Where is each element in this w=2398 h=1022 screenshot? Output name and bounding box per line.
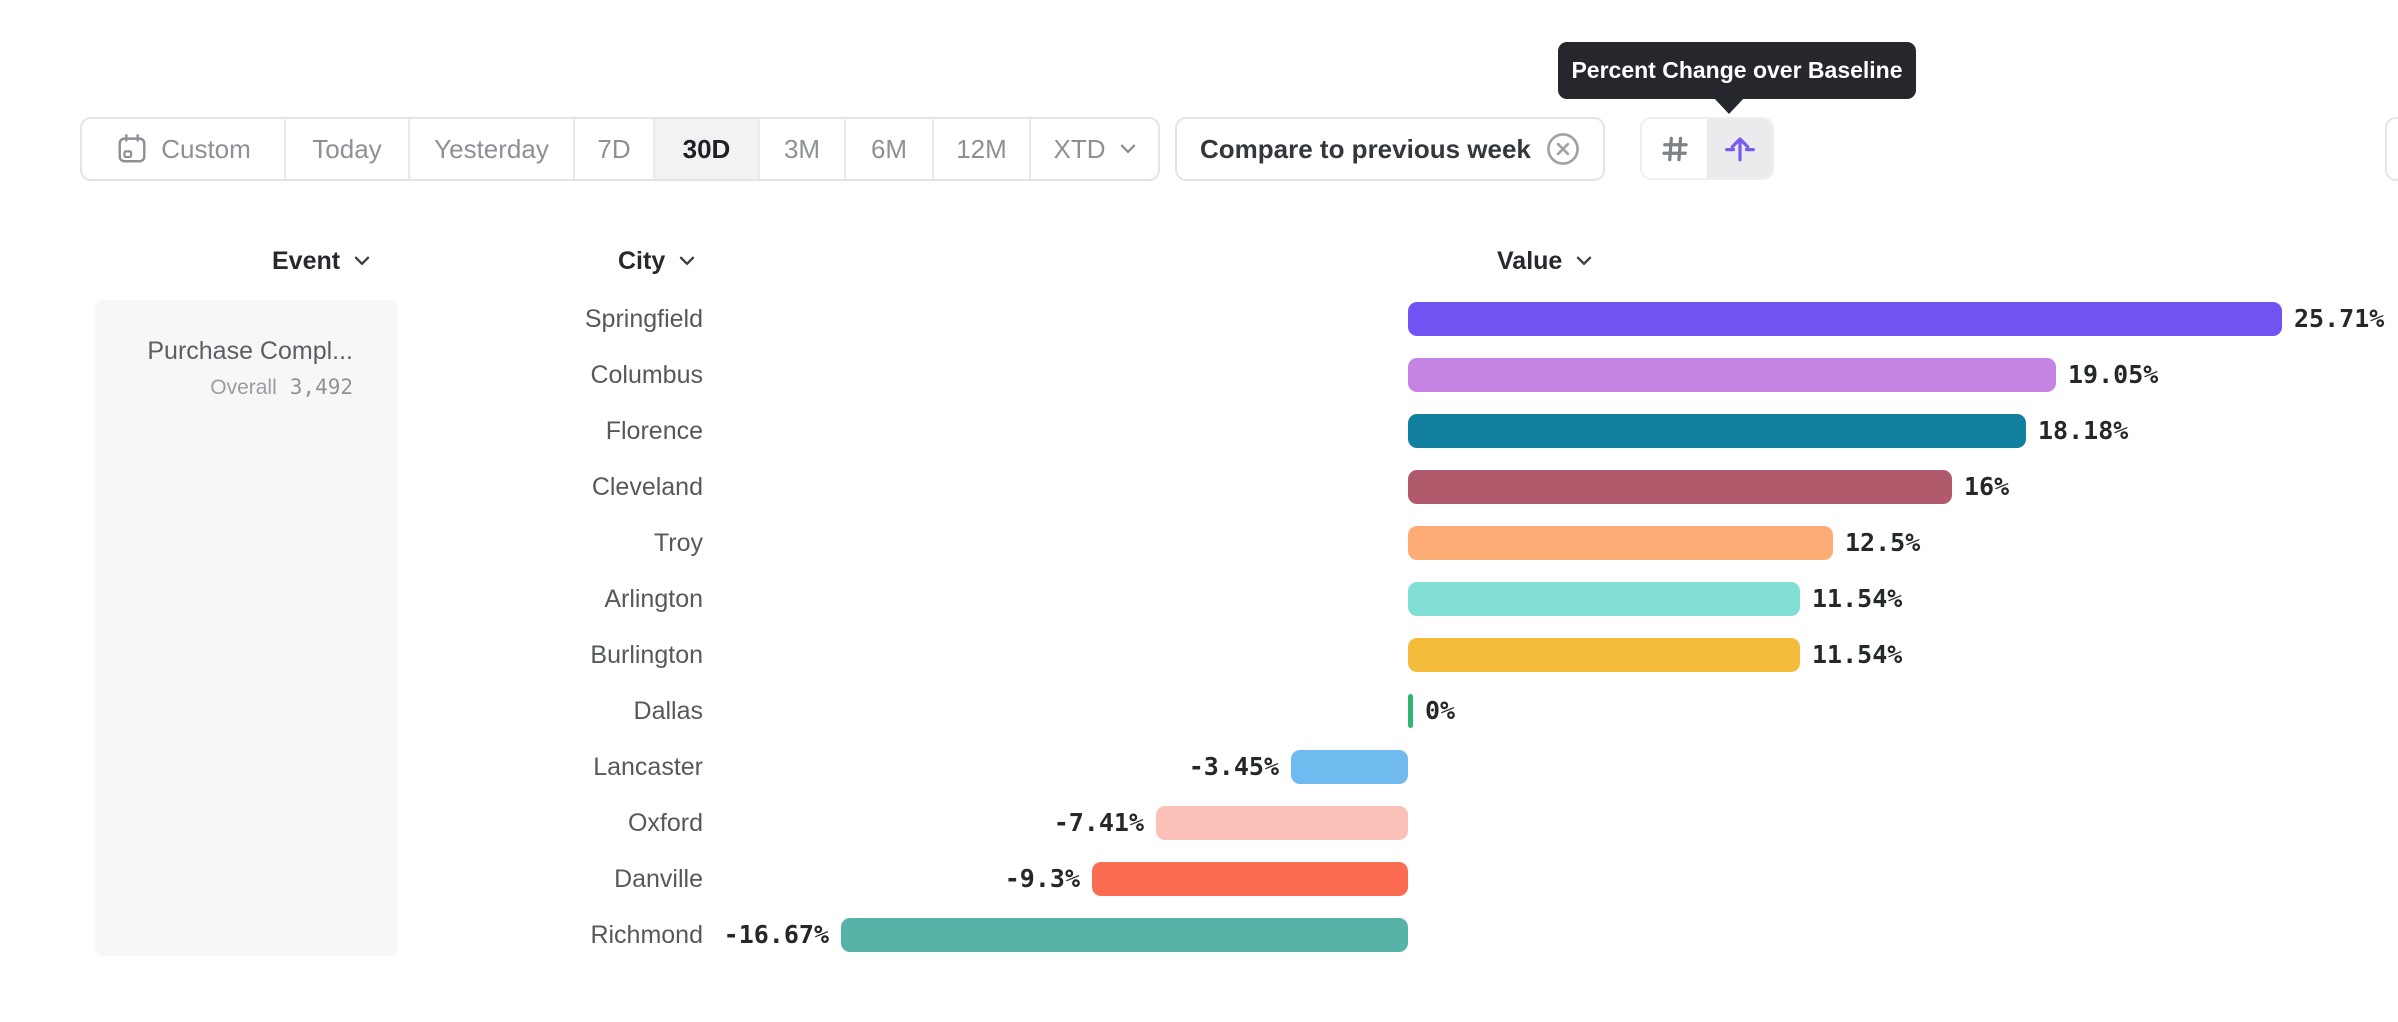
bar-lancaster[interactable]: [1291, 750, 1408, 784]
column-header-event[interactable]: Event: [272, 245, 370, 277]
date-range-label: Yesterday: [434, 133, 549, 164]
city-label: Oxford: [627, 809, 703, 837]
chevron-down-icon: [354, 256, 370, 265]
date-range-12m[interactable]: 12M: [934, 119, 1031, 179]
value-label: -3.45%: [1188, 752, 1279, 781]
percent-change-icon: [1724, 136, 1755, 161]
city-label: Dallas: [633, 697, 703, 725]
percent-change-button[interactable]: [1707, 119, 1772, 178]
date-range-30d[interactable]: 30D: [655, 119, 760, 179]
event-card-title: Purchase Compl...: [147, 337, 353, 365]
value-label: 11.54%: [1812, 584, 1903, 613]
date-range-label: 12M: [956, 133, 1007, 164]
value-label: 25.71%: [2294, 304, 2385, 333]
overall-value: 3,492: [289, 375, 353, 399]
date-range-label: 30D: [682, 133, 731, 164]
value-display-toggle: [1640, 117, 1774, 180]
value-label: 0%: [1425, 696, 1456, 725]
city-label: Florence: [605, 417, 703, 445]
city-label: Burlington: [590, 641, 703, 669]
column-header-city[interactable]: City: [618, 245, 695, 277]
chart-row-dallas: Dallas 0%: [0, 683, 2398, 739]
bar-arlington[interactable]: [1408, 582, 1800, 616]
bar-springfield[interactable]: [1408, 302, 2282, 336]
chevron-down-icon: [1120, 144, 1135, 153]
date-range-label: 6M: [870, 133, 908, 164]
partial-button-right-edge[interactable]: [2385, 117, 2398, 181]
date-range-label: Today: [312, 133, 382, 164]
city-label: Danville: [614, 865, 703, 893]
date-range-xtd[interactable]: XTD: [1031, 119, 1158, 179]
value-label: -16.67%: [723, 920, 829, 949]
value-label: 18.18%: [2038, 416, 2129, 445]
value-label: -9.3%: [1004, 864, 1080, 893]
tooltip-caret: [1713, 97, 1745, 114]
compare-chip-label: Compare to previous week: [1200, 133, 1531, 164]
bar-columbus[interactable]: [1408, 358, 2056, 392]
chart-row-florence: Florence 18.18%: [0, 403, 2398, 459]
city-label: Cleveland: [591, 473, 703, 501]
column-header-city-label: City: [618, 246, 666, 275]
circle-x-icon[interactable]: [1544, 130, 1582, 168]
chart-row-oxford: Oxford -7.41%: [0, 795, 2398, 851]
event-card[interactable]: Purchase Compl... Overall 3,492: [95, 300, 398, 956]
city-label: Springfield: [584, 305, 703, 333]
chart-row-arlington: Arlington 11.54%: [0, 571, 2398, 627]
chart-row-lancaster: Lancaster -3.45%: [0, 739, 2398, 795]
chart-row-springfield: Springfield 25.71%: [0, 291, 2398, 347]
bar-cleveland[interactable]: [1408, 470, 1952, 504]
city-label: Troy: [653, 529, 703, 557]
value-label: 11.54%: [1812, 640, 1903, 669]
chart-row-columbus: Columbus 19.05%: [0, 347, 2398, 403]
compare-chip[interactable]: Compare to previous week: [1175, 117, 1605, 181]
bar-danville[interactable]: [1092, 862, 1408, 896]
column-header-value-label: Value: [1497, 246, 1563, 275]
value-label: 12.5%: [1845, 528, 1921, 557]
chart-row-troy: Troy 12.5%: [0, 515, 2398, 571]
absolute-numbers-button[interactable]: [1642, 119, 1707, 178]
date-range-label: XTD: [1053, 133, 1106, 164]
date-range-7d[interactable]: 7D: [575, 119, 655, 179]
value-label: 19.05%: [2068, 360, 2159, 389]
date-range-label: 3M: [783, 133, 821, 164]
column-header-event-label: Event: [272, 246, 341, 275]
value-label: 16%: [1964, 472, 2010, 501]
chart-row-burlington: Burlington 11.54%: [0, 627, 2398, 683]
calendar-icon: [118, 134, 146, 163]
date-range-selector: Custom Today Yesterday 7D 30D 3M 6M 12M XTD: [80, 117, 1160, 181]
overall-label: Overall: [210, 376, 277, 399]
date-range-3m[interactable]: 3M: [760, 119, 846, 179]
chart-row-richmond: Richmond -16.67%: [0, 907, 2398, 963]
value-label: -7.41%: [1053, 808, 1144, 837]
column-header-value[interactable]: Value: [1497, 245, 1592, 277]
bar-florence[interactable]: [1408, 414, 2026, 448]
chevron-down-icon: [1577, 256, 1592, 265]
bar-troy[interactable]: [1408, 526, 1833, 560]
tooltip: Percent Change over Baseline: [1558, 42, 1916, 99]
bar-richmond[interactable]: [841, 918, 1408, 952]
city-label: Arlington: [604, 585, 703, 613]
bar-oxford[interactable]: [1156, 806, 1408, 840]
tooltip-text: Percent Change over Baseline: [1571, 57, 1903, 83]
date-range-label: Custom: [161, 133, 251, 164]
hash-icon: [1661, 136, 1688, 161]
date-range-today[interactable]: Today: [286, 119, 410, 179]
event-card-overall-row: Overall 3,492: [95, 375, 353, 400]
chevron-down-icon: [680, 256, 695, 265]
city-label: Richmond: [590, 921, 703, 949]
city-label: Columbus: [590, 361, 703, 389]
bar-dallas[interactable]: [1408, 694, 1413, 728]
date-range-6m[interactable]: 6M: [846, 119, 934, 179]
city-label: Lancaster: [593, 753, 703, 781]
chart-row-cleveland: Cleveland 16%: [0, 459, 2398, 515]
date-range-custom[interactable]: Custom: [82, 119, 286, 179]
bar-burlington[interactable]: [1408, 638, 1800, 672]
date-range-yesterday[interactable]: Yesterday: [410, 119, 575, 179]
chart-row-danville: Danville -9.3%: [0, 851, 2398, 907]
date-range-label: 7D: [597, 133, 631, 164]
